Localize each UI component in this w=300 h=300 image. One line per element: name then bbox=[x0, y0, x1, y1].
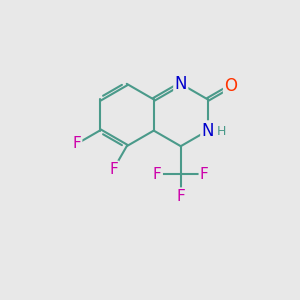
Text: F: F bbox=[72, 136, 81, 151]
Text: N: N bbox=[202, 122, 214, 140]
Text: O: O bbox=[224, 77, 237, 95]
Text: N: N bbox=[175, 75, 187, 93]
Text: F: F bbox=[176, 189, 185, 204]
Text: F: F bbox=[153, 167, 162, 182]
Text: H: H bbox=[217, 125, 226, 138]
Text: F: F bbox=[200, 167, 208, 182]
Text: F: F bbox=[109, 162, 118, 177]
